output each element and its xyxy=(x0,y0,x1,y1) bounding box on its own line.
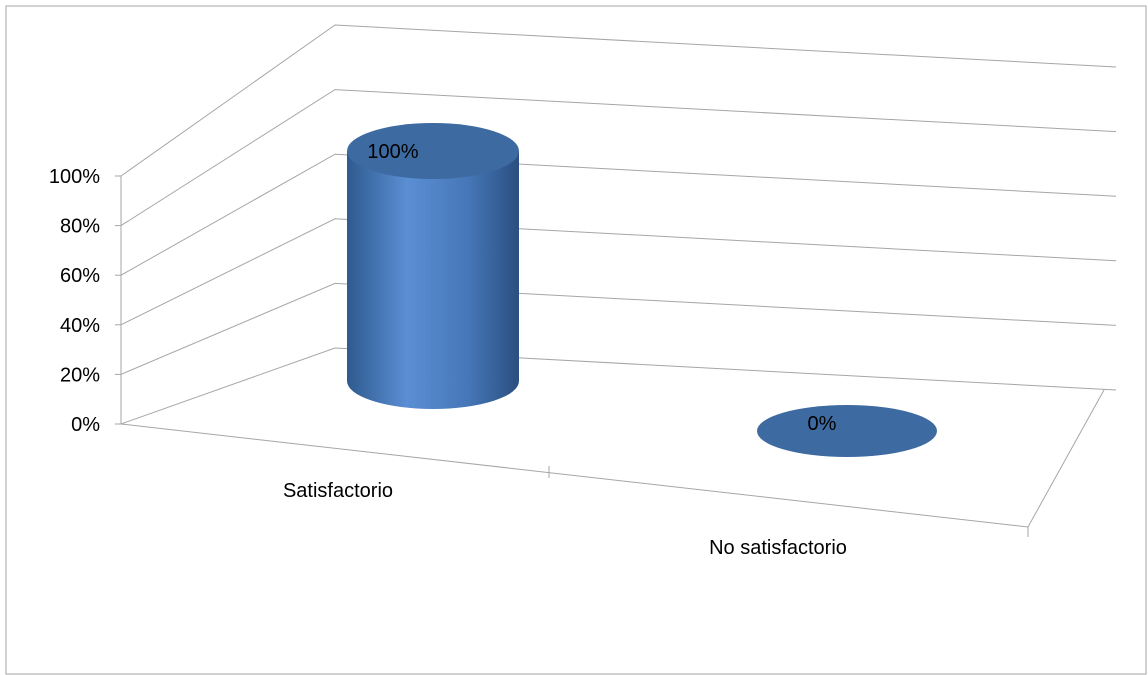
label-layer: 100% 0% Satisfactorio No satisfactorio xyxy=(283,141,847,559)
floor-layer xyxy=(120,389,1105,537)
bar-layer xyxy=(347,123,937,457)
category-label: Satisfactorio xyxy=(283,480,393,502)
y-tick-label: 100% xyxy=(49,166,100,188)
gridline xyxy=(120,153,1117,276)
gridline xyxy=(120,282,1117,375)
data-label: 0% xyxy=(808,413,837,435)
bar-0-top xyxy=(347,123,519,179)
y-tick-label: 80% xyxy=(60,216,100,238)
gridline xyxy=(120,89,1117,227)
gridline xyxy=(120,24,1117,177)
y-tick-label: 60% xyxy=(60,265,100,287)
bar-1-top xyxy=(757,405,937,457)
gridline xyxy=(120,218,1117,326)
data-label: 100% xyxy=(367,141,418,163)
y-tick-label: 40% xyxy=(60,315,100,337)
gridline xyxy=(120,347,1117,425)
y-tick-label: 20% xyxy=(60,364,100,386)
bar-0-body xyxy=(347,151,519,409)
grid-layer xyxy=(120,24,1117,425)
tick-layer: 0% 20% 40% 60% 80% 100% xyxy=(49,166,122,436)
floor-front-edge xyxy=(120,389,1105,528)
category-label: No satisfactorio xyxy=(709,537,847,559)
chart-border xyxy=(5,5,1147,675)
y-tick-label: 0% xyxy=(71,414,100,436)
